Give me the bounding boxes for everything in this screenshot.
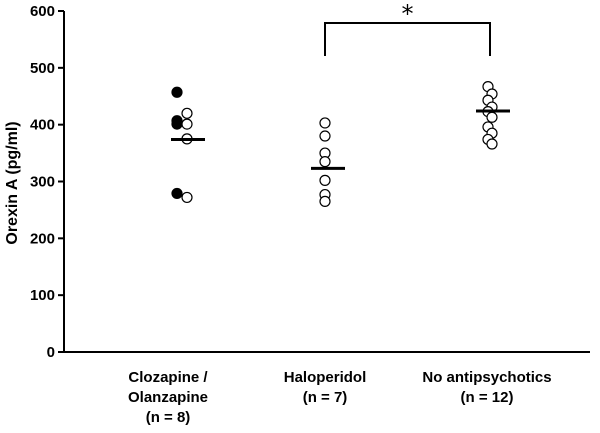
significance-bracket: *: [324, 0, 491, 56]
data-points: [171, 80, 498, 207]
data-point-open: [319, 195, 331, 207]
y-tick-label: 200: [30, 230, 55, 247]
x-category-label: No antipsychotics: [422, 369, 551, 386]
significance-bracket-line: [324, 22, 491, 56]
data-point-open: [181, 107, 193, 119]
y-tick-label: 400: [30, 117, 55, 134]
x-category-label: Haloperidol: [284, 369, 367, 386]
data-point-open: [181, 191, 193, 204]
x-category-label: Clozapine /: [128, 369, 208, 386]
data-point-open: [319, 117, 331, 129]
data-point-open: [181, 118, 193, 130]
data-point-open: [319, 130, 331, 142]
mean-lines: [171, 109, 510, 170]
y-tick-label: 500: [30, 60, 55, 77]
data-point-filled: [171, 86, 183, 98]
x-category-label: Olanzapine: [128, 389, 208, 406]
category-labels: Clozapine / Olanzapine (n = 8) Haloperidol (…: [128, 369, 552, 426]
x-category-label: (n = 12): [461, 389, 514, 406]
y-tick-label: 300: [30, 174, 55, 191]
y-tick-label: 600: [30, 3, 55, 20]
y-tick-label: 100: [30, 287, 55, 304]
data-point-filled: [171, 187, 183, 200]
y-axis-title: Orexin A (pg/ml): [4, 121, 21, 244]
y-axis: 0 100 200 300 400 500 600: [30, 3, 65, 361]
data-point-open: [319, 174, 331, 186]
data-point-open: [319, 156, 331, 168]
data-point-filled: [171, 118, 183, 130]
data-point-open: [486, 138, 498, 150]
significance-star: *: [402, 0, 414, 28]
x-category-label: (n = 7): [303, 389, 348, 406]
data-point-open: [486, 111, 498, 123]
x-category-label: (n = 8): [146, 409, 191, 426]
y-tick-label: 0: [47, 344, 55, 361]
